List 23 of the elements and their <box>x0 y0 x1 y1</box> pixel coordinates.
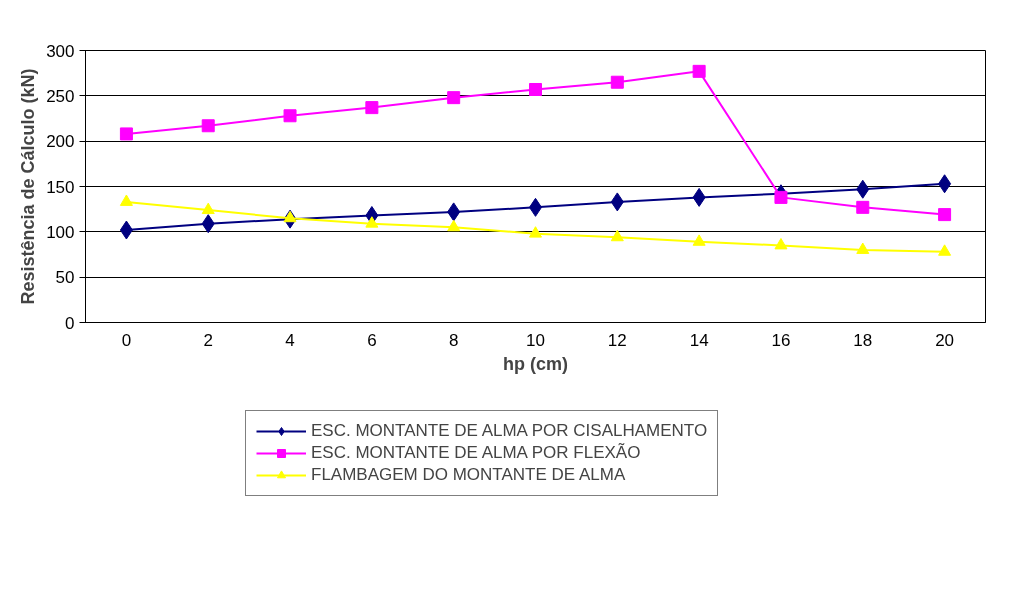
x-tick-label: 12 <box>607 330 627 350</box>
y-tick-label: 300 <box>46 41 75 61</box>
x-tick-label: 20 <box>935 330 955 350</box>
legend-label: ESC. MONTANTE DE ALMA POR FLEXÃO <box>311 443 641 463</box>
y-tick-label: 200 <box>46 132 75 152</box>
legend-label: FLAMBAGEM DO MONTANTE DE ALMA <box>311 465 626 485</box>
x-tick-label: 14 <box>689 330 709 350</box>
x-tick-label: 10 <box>526 330 545 350</box>
legend-label: ESC. MONTANTE DE ALMA POR CISALHAMENTO <box>311 421 708 441</box>
y-tick-label: 100 <box>46 222 75 242</box>
y-tick-label: 0 <box>65 313 75 333</box>
y-axis-title: Resistência de Cálculo (kN) <box>18 68 39 305</box>
x-tick-label: 2 <box>203 330 213 350</box>
x-tick-label: 18 <box>853 330 873 350</box>
y-tick-label: 250 <box>46 86 75 106</box>
y-tick-label: 50 <box>55 268 75 288</box>
x-tick-label: 8 <box>448 330 459 350</box>
x-tick-label: 4 <box>285 330 295 350</box>
x-tick-label: 6 <box>367 330 377 350</box>
x-axis-title: hp (cm) <box>503 353 568 374</box>
x-tick-label: 16 <box>771 330 791 350</box>
x-tick-label: 0 <box>121 330 132 350</box>
y-tick-label: 150 <box>46 177 75 197</box>
